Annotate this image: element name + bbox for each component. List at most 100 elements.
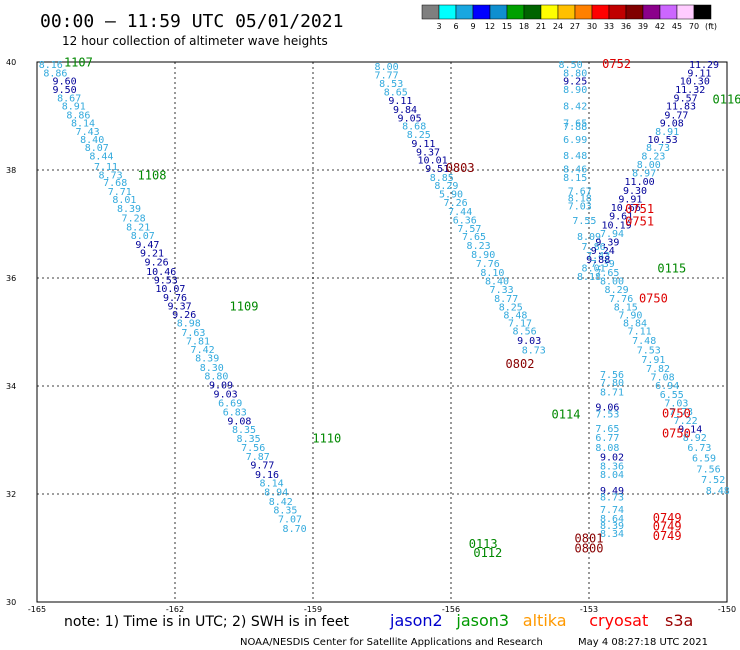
colorbar-label: 12 bbox=[485, 22, 495, 31]
swh-value: 6.55 bbox=[660, 390, 684, 401]
colorbar-swatch bbox=[625, 4, 644, 20]
swh-value: 8.09 bbox=[577, 232, 601, 243]
swh-value: 7.03 bbox=[568, 201, 592, 212]
swh-value: 8.18 bbox=[577, 272, 601, 283]
swh-value: 8.23 bbox=[641, 152, 665, 163]
swh-value: 7.76 bbox=[609, 294, 633, 305]
swh-value: 8.53 bbox=[379, 79, 403, 90]
swh-value: 9.08 bbox=[660, 118, 684, 129]
swh-value: 8.34 bbox=[600, 529, 624, 540]
swh-value: 8.25 bbox=[407, 130, 431, 141]
swh-value: 7.81 bbox=[186, 336, 210, 347]
colorbar-swatch bbox=[608, 4, 627, 20]
swh-value: 11.83 bbox=[666, 102, 696, 113]
swh-value: 9.24 bbox=[591, 246, 615, 257]
colorbar-label: 3 bbox=[436, 22, 441, 31]
swh-value: 7.28 bbox=[122, 213, 146, 224]
swh-value: 8.36 bbox=[600, 462, 624, 473]
pass-time-label: 0114 bbox=[552, 407, 581, 421]
pass-time-label: 1107 bbox=[64, 55, 93, 69]
swh-value: 8.00 bbox=[637, 160, 661, 171]
swh-value: 9.77 bbox=[250, 461, 274, 472]
swh-value: 7.43 bbox=[586, 251, 610, 262]
x-tick-label: -162 bbox=[166, 605, 184, 614]
footer-credit: NOAA/NESDIS Center for Satellite Applica… bbox=[240, 637, 543, 648]
pass-time-label: 0750 bbox=[639, 291, 668, 305]
x-tick-label: -153 bbox=[580, 605, 598, 614]
pass-time-label: 0749 bbox=[653, 520, 682, 534]
swh-value: 9.37 bbox=[416, 147, 440, 158]
y-tick-label: 36 bbox=[6, 274, 16, 283]
swh-value: 9.08 bbox=[227, 416, 251, 427]
swh-value: 8.48 bbox=[503, 311, 527, 322]
swh-value: 9.25 bbox=[563, 77, 587, 88]
swh-value: 8.07 bbox=[131, 231, 155, 242]
swh-value: 8.80 bbox=[204, 372, 228, 383]
swh-value: 7.74 bbox=[600, 505, 624, 516]
swh-value: 9.30 bbox=[623, 186, 647, 197]
swh-value: 7.73 bbox=[669, 407, 693, 418]
swh-value: 9.14 bbox=[678, 424, 702, 435]
gridlines bbox=[37, 62, 727, 602]
pass-time-label: 0750 bbox=[662, 426, 691, 440]
swh-value: 8.07 bbox=[85, 143, 109, 154]
swh-value: 7.53 bbox=[595, 409, 619, 420]
swh-value: 8.90 bbox=[563, 85, 587, 96]
legend-entry-altika: altika bbox=[523, 611, 567, 630]
swh-value: 7.56 bbox=[697, 464, 721, 475]
swh-value: 9.03 bbox=[517, 336, 541, 347]
swh-value: 9.02 bbox=[600, 453, 624, 464]
pass-time-label: 0751 bbox=[625, 202, 654, 216]
swh-value: 9.51 bbox=[425, 164, 449, 175]
swh-value: 10.01 bbox=[418, 156, 448, 167]
colorbar-swatch bbox=[693, 4, 712, 20]
swh-value: 8.48 bbox=[563, 151, 587, 162]
x-tick-label: -165 bbox=[28, 605, 46, 614]
pass-time-label: 0749 bbox=[653, 511, 682, 525]
swh-value: 8.94 bbox=[264, 488, 288, 499]
swh-value: 7.71 bbox=[108, 187, 132, 198]
colorbar-swatch bbox=[523, 4, 542, 20]
colorbar-label: 9 bbox=[470, 22, 475, 31]
swh-value: 8.90 bbox=[471, 250, 495, 261]
colorbar-swatch bbox=[659, 4, 678, 20]
swh-value: 9.39 bbox=[595, 238, 619, 249]
swh-value: 8.84 bbox=[623, 319, 647, 330]
swh-value: 8.14 bbox=[260, 478, 284, 489]
swh-value: 6.99 bbox=[563, 135, 587, 146]
colorbar-swatch bbox=[591, 4, 610, 20]
swh-value: 8.42 bbox=[269, 497, 293, 508]
swh-value: 8.97 bbox=[632, 168, 656, 179]
pass-time-label: 0752 bbox=[602, 57, 631, 71]
swh-value: 9.91 bbox=[618, 194, 642, 205]
swh-value: 10.30 bbox=[680, 77, 710, 88]
swh-value: 7.94 bbox=[600, 229, 624, 240]
swh-value: 9.49 bbox=[600, 486, 624, 497]
swh-value: 7.07 bbox=[278, 515, 302, 526]
swh-value: 8.42 bbox=[563, 102, 587, 113]
swh-value: 8.29 bbox=[605, 285, 629, 296]
colorbar-swatch bbox=[421, 4, 440, 20]
colorbar-label: 18 bbox=[519, 22, 529, 31]
colorbar-label: 15 bbox=[502, 22, 512, 31]
swh-value: 8.64 bbox=[600, 514, 624, 525]
swh-value: 8.16 bbox=[39, 60, 63, 71]
swh-value: 9.11 bbox=[411, 139, 435, 150]
swh-value: 9.88 bbox=[586, 255, 610, 266]
colorbar-label: 27 bbox=[570, 22, 580, 31]
swh-value: 7.67 bbox=[568, 186, 592, 197]
swh-value: 9.16 bbox=[255, 470, 279, 481]
pass-time-label: 0112 bbox=[473, 546, 502, 560]
swh-value: 10.07 bbox=[155, 284, 185, 295]
swh-value: 8.35 bbox=[273, 505, 297, 516]
swh-value: 8.80 bbox=[563, 69, 587, 80]
swh-value: 8.48 bbox=[706, 486, 730, 497]
swh-value: 8.10 bbox=[480, 268, 504, 279]
pass-time-label: 0749 bbox=[653, 529, 682, 543]
swh-value: 7.90 bbox=[618, 311, 642, 322]
swh-value: 7.65 bbox=[595, 268, 619, 279]
swh-value: 7.53 bbox=[637, 346, 661, 357]
pass-time-label: 0803 bbox=[446, 161, 475, 175]
swh-value: 8.85 bbox=[430, 173, 454, 184]
